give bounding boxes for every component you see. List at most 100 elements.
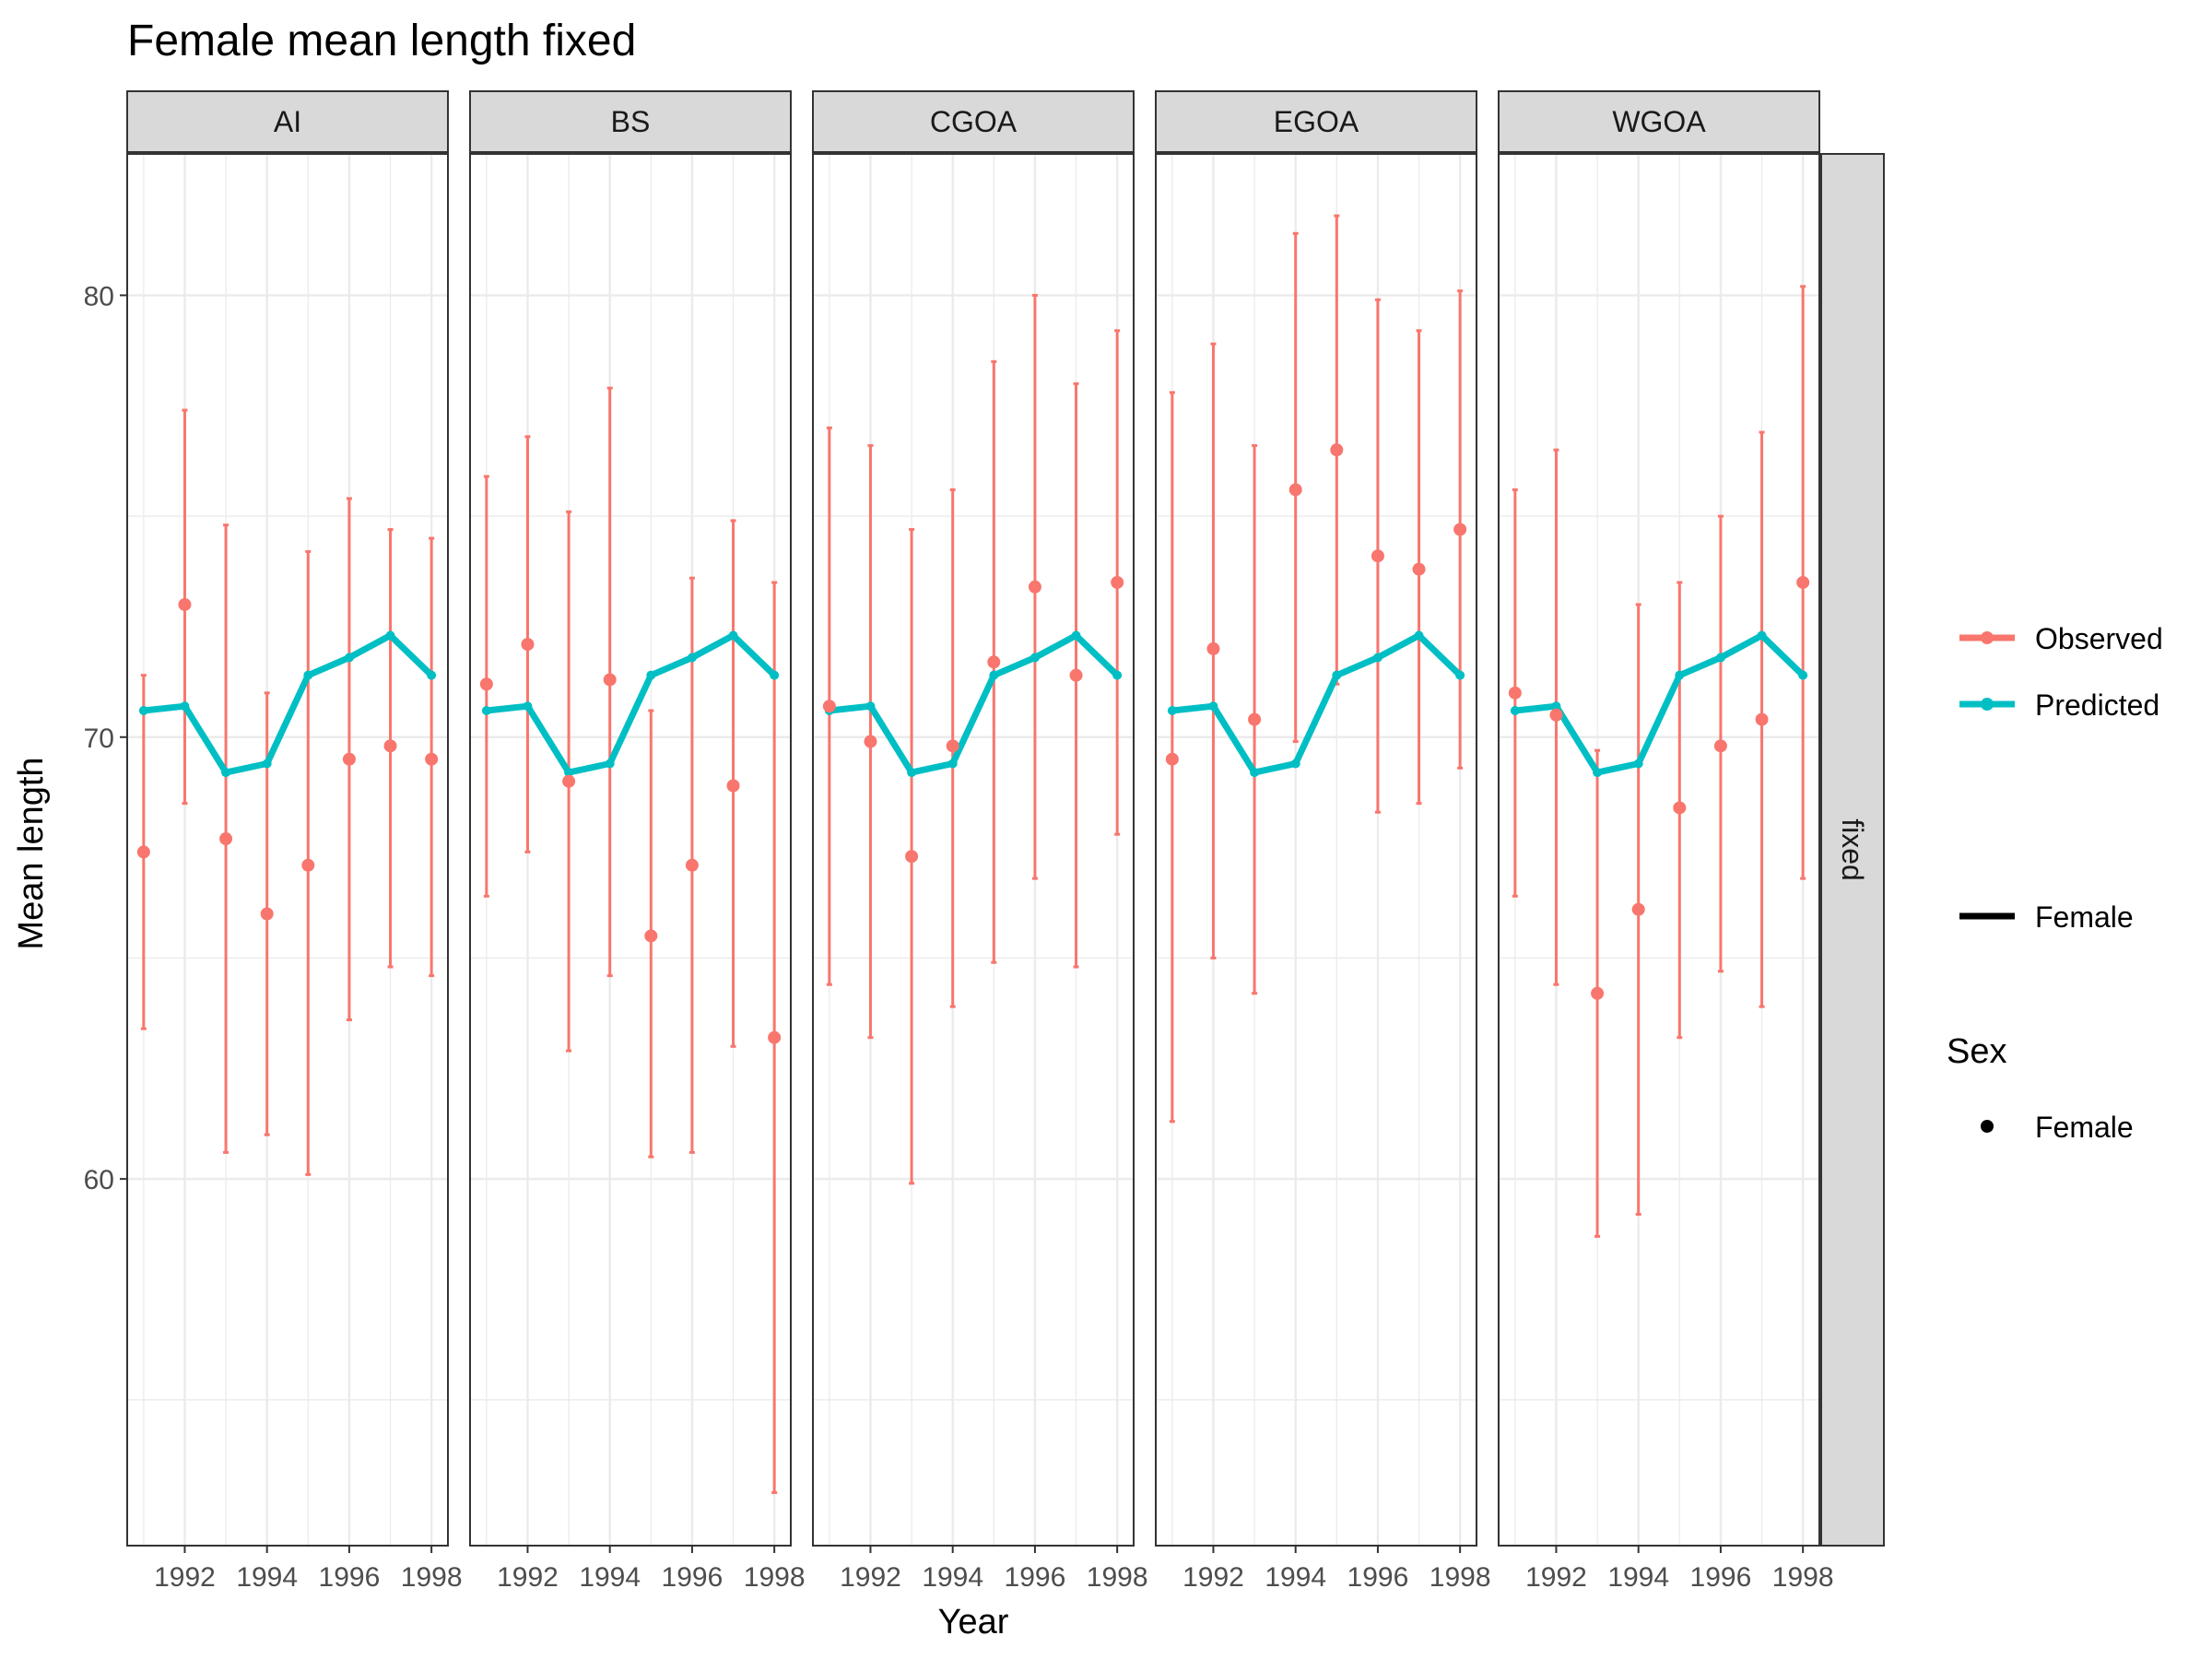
predicted-point bbox=[385, 630, 395, 641]
legend-predicted-point-key bbox=[1981, 698, 1994, 711]
y-axis-label: Mean length bbox=[12, 757, 51, 949]
predicted-point bbox=[1633, 759, 1643, 769]
y-tick-label: 80 bbox=[84, 281, 114, 312]
observed-point bbox=[1796, 575, 1810, 589]
observed-point bbox=[1111, 575, 1124, 589]
x-tick-label: 1998 bbox=[401, 1562, 463, 1593]
row-strip-background bbox=[1820, 153, 1885, 1547]
panel-border bbox=[1155, 153, 1477, 1547]
observed-point bbox=[603, 673, 617, 687]
predicted-line bbox=[1171, 632, 1463, 776]
predicted-point bbox=[1414, 630, 1424, 641]
facet-strip-label: AI bbox=[274, 105, 301, 138]
facet-strip bbox=[812, 90, 1135, 153]
facet-panel-egoa: EGOA 1992 1994 1996 1998 bbox=[1155, 90, 1491, 1593]
x-axis-label: Year bbox=[938, 1603, 1009, 1641]
panel-background bbox=[813, 154, 1134, 1546]
facet-strip bbox=[1155, 90, 1477, 153]
predicted-point bbox=[687, 653, 697, 663]
legend-female-point-label: Female bbox=[2035, 1111, 2134, 1144]
facet-strip bbox=[1498, 90, 1820, 153]
observed-point bbox=[1713, 739, 1727, 753]
facet-strip-label: WGOA bbox=[1612, 105, 1706, 138]
observed-point bbox=[301, 858, 315, 872]
predicted-point bbox=[1551, 701, 1561, 712]
x-tick-label: 1994 bbox=[922, 1562, 983, 1593]
panel-border bbox=[812, 153, 1135, 1547]
facet-panel-bs: BS 1992 1994 1996 1998 bbox=[469, 90, 806, 1593]
predicted-point bbox=[1455, 670, 1465, 680]
observed-point bbox=[342, 752, 356, 766]
x-tick-label: 1996 bbox=[1347, 1562, 1409, 1593]
x-tick-label: 1994 bbox=[1265, 1562, 1326, 1593]
observed-point bbox=[1165, 752, 1179, 766]
predicted-point bbox=[180, 701, 190, 712]
x-tick-label: 1998 bbox=[1087, 1562, 1148, 1593]
row-strip-label: fixed bbox=[1836, 818, 1869, 881]
x-tick-label: 1998 bbox=[1772, 1562, 1834, 1593]
observed-point bbox=[219, 832, 233, 846]
predicted-point bbox=[1332, 670, 1342, 680]
observed-point bbox=[726, 779, 740, 793]
x-tick-label: 1992 bbox=[497, 1562, 559, 1593]
predicted-point bbox=[523, 701, 533, 712]
facet-strip bbox=[469, 90, 792, 153]
observed-point bbox=[178, 597, 192, 611]
observed-point bbox=[905, 850, 919, 864]
predicted-point bbox=[1510, 706, 1520, 715]
predicted-point bbox=[344, 653, 354, 663]
predicted-point bbox=[221, 768, 231, 778]
x-tick-label: 1992 bbox=[154, 1562, 216, 1593]
panel-border bbox=[469, 153, 792, 1547]
observed-point bbox=[1755, 712, 1769, 726]
observed-point bbox=[987, 655, 1001, 669]
predicted-point bbox=[1675, 670, 1685, 680]
observed-point bbox=[685, 858, 699, 872]
facet-strip-label: BS bbox=[611, 105, 651, 138]
observed-point bbox=[822, 700, 836, 713]
x-tick-label: 1996 bbox=[662, 1562, 724, 1593]
predicted-point bbox=[989, 670, 999, 680]
panel-background bbox=[127, 154, 448, 1546]
observed-point bbox=[479, 677, 493, 691]
predicted-line bbox=[829, 632, 1120, 776]
observed-point bbox=[864, 735, 877, 748]
facet-strip-label: CGOA bbox=[930, 105, 1018, 138]
observed-point bbox=[1673, 801, 1687, 815]
predicted-point bbox=[1208, 701, 1218, 712]
predicted-point bbox=[1250, 768, 1260, 778]
observed-point bbox=[1330, 443, 1344, 457]
predicted-point bbox=[1593, 768, 1603, 778]
legend: Observed Predicted Female Sex Female bbox=[1947, 622, 2163, 1144]
legend-sex-title: Sex bbox=[1947, 1032, 2006, 1071]
predicted-line bbox=[143, 632, 434, 776]
y-tick-label: 70 bbox=[84, 724, 114, 754]
predicted-point bbox=[1715, 653, 1725, 663]
x-tick-label: 1996 bbox=[1690, 1562, 1752, 1593]
observed-point bbox=[946, 739, 959, 753]
predicted-line bbox=[486, 632, 777, 776]
y-axis-ticks: 60 70 80 bbox=[84, 281, 127, 1195]
predicted-point bbox=[262, 759, 272, 769]
predicted-point bbox=[1372, 653, 1382, 663]
x-tick-label: 1998 bbox=[744, 1562, 806, 1593]
predicted-point bbox=[427, 670, 437, 680]
panel-border bbox=[1498, 153, 1820, 1547]
observed-point bbox=[521, 638, 535, 652]
predicted-point bbox=[138, 706, 148, 715]
facet-panel-cgoa: CGOA 1992 1994 1996 1998 bbox=[812, 90, 1148, 1593]
panel-background bbox=[1156, 154, 1477, 1546]
legend-observed-label: Observed bbox=[2035, 622, 2163, 655]
facet-panel-ai: AI 1992 1994 1996 1998 bbox=[126, 90, 463, 1593]
predicted-point bbox=[1112, 670, 1123, 680]
predicted-point bbox=[303, 670, 313, 680]
predicted-point bbox=[770, 670, 780, 680]
legend-observed-point-key bbox=[1981, 631, 1994, 644]
facet-strip-label: EGOA bbox=[1274, 105, 1359, 138]
x-tick-label: 1994 bbox=[1607, 1562, 1669, 1593]
x-tick-label: 1992 bbox=[1182, 1562, 1244, 1593]
observed-point bbox=[1508, 686, 1522, 700]
predicted-point bbox=[728, 630, 738, 641]
observed-point bbox=[1069, 668, 1083, 682]
